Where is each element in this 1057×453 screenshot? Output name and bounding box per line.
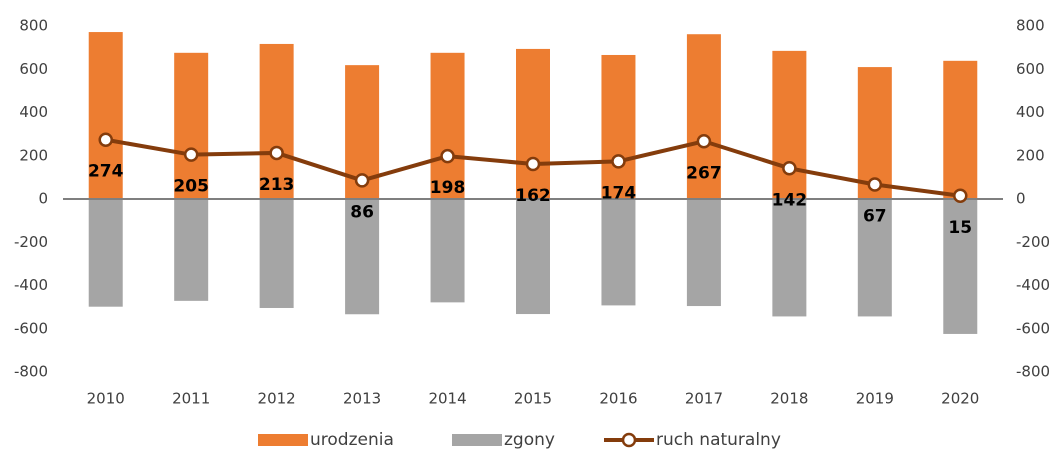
legend-label: zgony [504,430,555,450]
line-marker [440,148,455,164]
bar [174,52,209,199]
bar [174,199,209,301]
bar [943,60,978,199]
bar [516,48,550,199]
bar [686,199,721,307]
y-tick-label: 400 [19,103,48,121]
x-tick-label: 2018 [770,390,808,408]
x-tick-label: 2015 [514,390,552,408]
y2-tick-label: 400 [1016,103,1045,121]
bar [259,43,294,200]
bar [430,52,465,199]
line-marker [953,188,968,204]
data-label: 142 [772,190,808,210]
legend-swatch [258,434,308,446]
y2-tick-label: -200 [1016,233,1050,251]
x-tick-label: 2017 [685,390,723,408]
bar [772,199,807,317]
x-tick-label: 2010 [87,390,125,408]
line-marker [354,173,370,188]
x-tick-label: 2016 [599,390,637,408]
line-marker [269,145,284,161]
data-label: 274 [88,162,124,182]
data-label: 205 [173,177,209,197]
y2-tick-label: 200 [1016,146,1045,164]
x-tick-label: 2013 [343,390,381,408]
x-tick-label: 2012 [258,390,296,408]
y-tick-label: -200 [14,233,48,251]
x-tick-label: 2020 [941,390,979,408]
bar [259,199,294,308]
data-label: 15 [948,218,972,238]
bar [516,199,550,315]
bar [686,34,721,199]
data-label: 67 [863,207,887,227]
bar [88,199,123,307]
legend-label: urodzenia [310,430,394,450]
bar [601,199,636,306]
line-marker [98,132,113,147]
bar [857,199,892,317]
line-marker [867,177,883,192]
bar [601,54,636,199]
data-label: 162 [515,186,551,206]
y2-tick-label: -400 [1016,276,1050,294]
x-tick-label: 2014 [428,390,466,408]
line-marker [525,156,541,172]
line-marker [611,154,626,169]
y-tick-label: -800 [14,363,48,381]
y2-tick-label: -600 [1016,319,1050,337]
y2-tick-label: 800 [1016,17,1045,35]
data-label: 267 [686,163,722,183]
bar [430,199,465,303]
data-label: 86 [350,202,374,222]
bar [345,199,380,315]
legend-swatch [621,432,637,448]
bar [88,32,123,200]
y-tick-label: 0 [38,190,48,208]
y-tick-label: -600 [14,319,48,337]
y-tick-label: 800 [19,17,48,35]
data-label: 198 [430,178,466,198]
y-tick-label: 200 [19,146,48,164]
y-tick-label: -400 [14,276,48,294]
y-tick-label: 600 [19,60,48,78]
data-label: 174 [601,183,637,203]
line-marker [696,134,712,149]
x-tick-label: 2019 [856,390,894,408]
line-marker [782,161,797,176]
data-label: 213 [259,175,295,195]
line-marker [183,147,199,162]
y2-tick-label: 600 [1016,60,1045,78]
y2-tick-label: -800 [1016,363,1050,381]
legend-label: ruch naturalny [656,430,781,450]
bar [943,199,978,334]
bar [772,50,807,200]
y2-tick-label: 0 [1016,190,1026,208]
x-tick-label: 2011 [172,390,210,408]
legend-swatch [452,434,502,446]
bar [857,67,892,200]
